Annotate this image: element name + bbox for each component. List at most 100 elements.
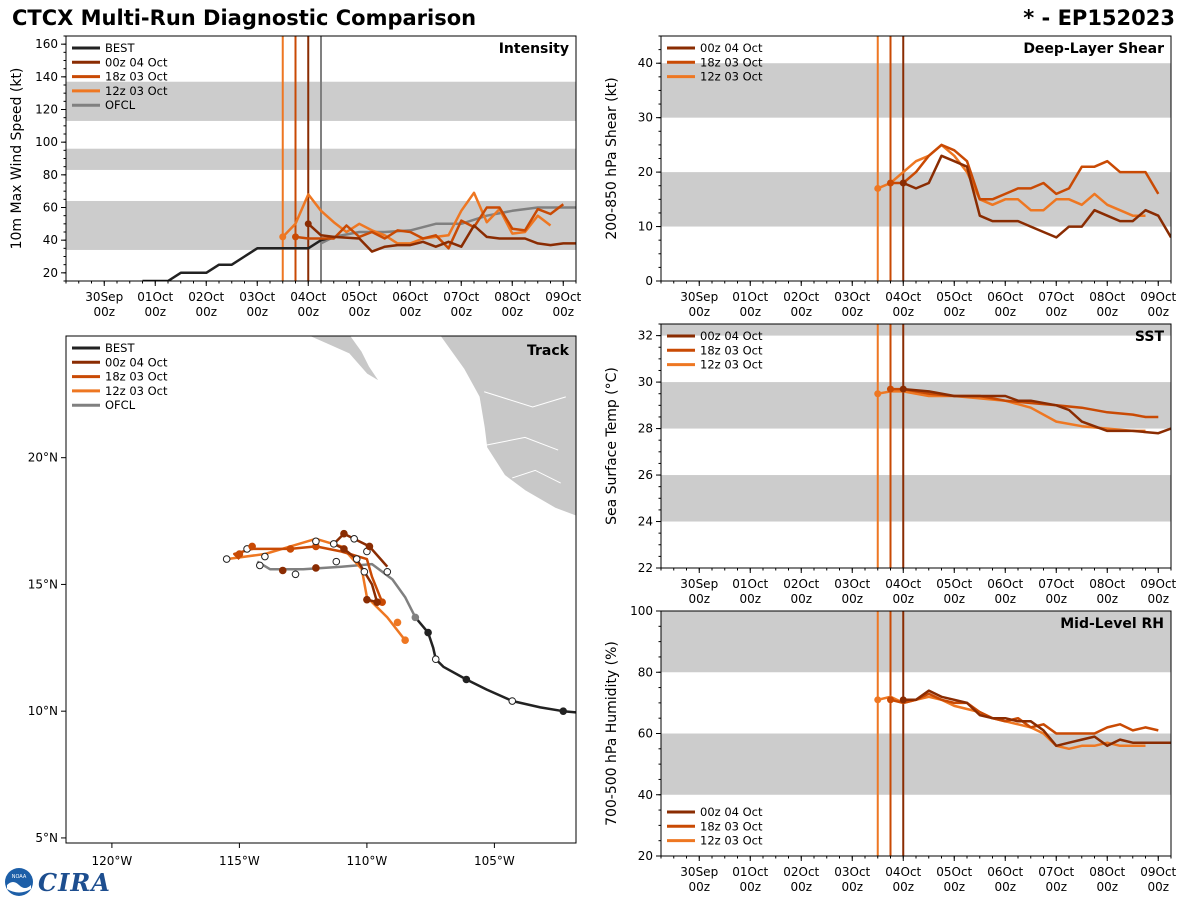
intensity-legend-label-ofcl: OFCL — [105, 98, 136, 112]
rh-ytick-label: 40 — [638, 788, 653, 802]
shear-ytick-label: 30 — [638, 111, 653, 125]
track-marker-r00 — [363, 595, 371, 604]
rh-legend-label-r18: 18z 03 Oct — [700, 819, 763, 833]
shear-xtick-label: 00z — [1045, 305, 1067, 319]
sst-ytick-label: 32 — [638, 329, 653, 343]
sst-xtick-label: 00z — [1045, 592, 1067, 606]
intensity-title: Intensity — [499, 41, 569, 57]
rh-xtick-label: 00z — [790, 880, 812, 894]
track-marker-r00 — [340, 545, 348, 553]
rh-xtick-label: 07Oct — [1038, 865, 1074, 879]
shear-panel — [656, 35, 1172, 286]
shear-xtick-label: 30Sep — [680, 290, 718, 304]
rh-init-marker-r18 — [887, 696, 894, 704]
shear-xtick-label: 09Oct — [1140, 290, 1176, 304]
sst-xtick-label: 01Oct — [732, 577, 768, 591]
sst-legend-label-r12: 12z 03 Oct — [700, 358, 763, 372]
shear-title: Deep-Layer Shear — [1023, 41, 1164, 57]
shear-xtick-label: 03Oct — [834, 290, 870, 304]
shear-legend-label-r00: 00z 04 Oct — [700, 41, 763, 55]
sst-legend-label-r00: 00z 04 Oct — [700, 329, 763, 343]
track-title: Track — [527, 343, 570, 359]
intensity-xtick-label: 00z — [144, 305, 166, 319]
track-legend-label-r12: 12z 03 Oct — [105, 384, 168, 398]
rh-xtick-label: 09Oct — [1140, 865, 1176, 879]
intensity-xtick-label: 00z — [348, 305, 370, 319]
sst-init-marker-r00 — [899, 385, 907, 393]
track-line-best — [414, 616, 576, 714]
track-marker-r00 — [360, 567, 369, 576]
page-title: CTCX Multi-Run Diagnostic Comparison — [12, 6, 477, 30]
rh-title: Mid-Level RH — [1060, 616, 1164, 632]
rh-xtick-label: 00z — [688, 880, 710, 894]
track-xtick-label: 105°W — [474, 854, 515, 868]
sst-xtick-label: 00z — [892, 592, 914, 606]
rh-xtick-label: 00z — [892, 880, 914, 894]
track-panel — [61, 335, 577, 848]
sst-series-r18 — [890, 387, 1159, 419]
intensity-xtick-label: 00z — [501, 305, 523, 319]
shear-ytick-label: 10 — [638, 220, 653, 234]
intensity-xtick-label: 07Oct — [443, 290, 479, 304]
rh-init-marker-r00 — [899, 696, 907, 704]
shear-xtick-label: 00z — [739, 305, 761, 319]
shear-xtick-label: 00z — [892, 305, 914, 319]
mexico-land — [439, 336, 576, 517]
track-marker-best — [424, 628, 432, 637]
rh-xtick-label: 30Sep — [680, 865, 718, 879]
track-marker-r18 — [235, 550, 244, 558]
shear-xtick-label: 08Oct — [1089, 290, 1125, 304]
cira-logo: NOAA CIRA — [4, 866, 111, 898]
track-ytick-label: 5°N — [35, 831, 58, 845]
sst-xtick-label: 00z — [1096, 592, 1118, 606]
shear-series-r12 — [877, 143, 1146, 217]
intensity-series-r00 — [307, 222, 576, 253]
track-marker-ofcl — [411, 613, 420, 622]
rh-xtick-label: 00z — [841, 880, 863, 894]
track-marker-best — [508, 697, 517, 705]
sst-xtick-label: 30Sep — [680, 577, 718, 591]
intensity-xtick-label: 00z — [552, 305, 574, 319]
sst-panel — [656, 323, 1172, 573]
rh-panel — [656, 610, 1172, 861]
shear-xtick-label: 02Oct — [783, 290, 819, 304]
track-marker-r12 — [261, 552, 269, 561]
intensity-xtick-label: 00z — [399, 305, 421, 319]
sst-xtick-label: 07Oct — [1038, 577, 1074, 591]
track-marker-r00 — [256, 561, 264, 570]
track-legend-label-best: BEST — [105, 341, 135, 355]
track-map-body — [222, 336, 576, 715]
rh-xtick-label: 08Oct — [1089, 865, 1125, 879]
rh-ytick-label: 100 — [630, 604, 653, 618]
cira-logo-text: CIRA — [38, 867, 111, 897]
rh-xtick-label: 00z — [1045, 880, 1067, 894]
intensity-ytick-label: 140 — [35, 70, 58, 84]
intensity-xtick-label: 03Oct — [239, 290, 275, 304]
sst-ytick-label: 30 — [638, 375, 653, 389]
rh-xtick-label: 05Oct — [936, 865, 972, 879]
shear-ytick-label: 40 — [638, 56, 653, 70]
intensity-xtick-label: 04Oct — [290, 290, 326, 304]
rh-xtick-label: 04Oct — [885, 865, 921, 879]
sst-xtick-label: 06Oct — [987, 577, 1023, 591]
rh-band — [661, 611, 1171, 673]
track-xtick-label: 110°W — [347, 854, 388, 868]
shear-xtick-label: 00z — [1096, 305, 1118, 319]
track-marker-best — [462, 675, 471, 684]
sst-xtick-label: 00z — [790, 592, 812, 606]
sst-band — [661, 324, 1171, 336]
track-marker-r00 — [383, 567, 392, 576]
sst-ytick-label: 28 — [638, 422, 653, 436]
intensity-init-marker-r00 — [304, 220, 312, 228]
track-marker-r18 — [312, 537, 320, 546]
rh-xtick-label: 00z — [943, 880, 965, 894]
track-marker-r12 — [222, 555, 231, 563]
rh-ylabel: 700-500 hPa Humidity (%) — [604, 641, 620, 826]
shear-legend-label-r12: 12z 03 Oct — [700, 70, 763, 84]
shear-xtick-label: 00z — [994, 305, 1016, 319]
track-marker-r12 — [401, 636, 409, 645]
shear-band — [661, 63, 1171, 118]
intensity-legend-label-best: BEST — [105, 41, 135, 55]
shear-legend-label-r18: 18z 03 Oct — [700, 55, 763, 69]
